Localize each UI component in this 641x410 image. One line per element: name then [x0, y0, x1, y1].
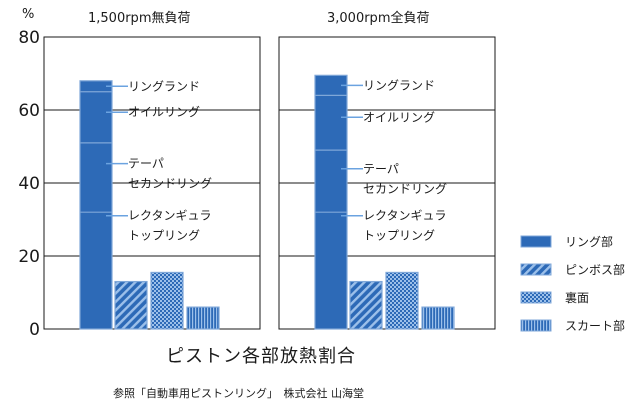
skirt-bar	[421, 306, 455, 330]
y-tick-label: 80	[18, 28, 40, 48]
panel-title-2: 3,000rpm全負荷	[327, 10, 429, 26]
legend-item: ピンボス部	[520, 262, 625, 277]
y-axis-unit: %	[22, 7, 34, 22]
legend-label: リング部	[565, 234, 613, 249]
y-tick-label: 60	[18, 101, 40, 121]
stack-label: テーパ	[363, 162, 399, 176]
pin-boss-bar	[114, 280, 148, 330]
stack-label: オイルリング	[363, 110, 435, 124]
stack-label: セカンドリング	[363, 182, 447, 196]
ring-stack-bar	[314, 74, 348, 330]
legend-swatch	[520, 319, 552, 332]
chart-title: ピストン各部放熱割合	[166, 346, 356, 367]
legend-swatch	[520, 235, 552, 248]
source-note: 参照「自動車用ピストンリング」 株式会社 山海堂	[113, 386, 364, 400]
stack-label: セカンドリング	[128, 177, 212, 191]
pin-boss-bar	[349, 280, 383, 330]
stack-label: トップリング	[128, 229, 200, 243]
ring-stack-bar	[79, 80, 113, 330]
y-tick-label: 40	[18, 174, 40, 194]
bars	[79, 74, 455, 330]
skirt-bar	[186, 306, 220, 330]
legend-item: スカート部	[520, 318, 625, 333]
panel-title-1: 1,500rpm無負荷	[88, 11, 190, 26]
legend-swatch	[520, 291, 552, 304]
stack-label: オイルリング	[128, 105, 200, 119]
legend-label: ピンボス部	[565, 262, 625, 277]
legend-label: スカート部	[565, 318, 625, 333]
legend-label: 裏面	[565, 290, 589, 305]
legend-item: リング部	[520, 234, 613, 249]
y-tick-label: 0	[29, 320, 40, 340]
stack-label: レクタンギュラ	[363, 209, 447, 223]
y-tick-label: 20	[18, 247, 40, 267]
stack-label: レクタンギュラ	[128, 209, 212, 223]
stack-label: テーパ	[128, 157, 164, 171]
back-face-bar	[385, 271, 419, 330]
y-tick-labels: 0 20 40 60 80	[18, 28, 40, 340]
stack-label: リングランド	[363, 78, 435, 92]
stack-label: リングランド	[128, 79, 200, 93]
legend-swatch	[520, 263, 552, 276]
stack-label: トップリング	[363, 229, 435, 243]
legend-item: 裏面	[520, 290, 589, 305]
stack-labels: リングランドオイルリングテーパセカンドリングレクタンギュラトップリングリングラン…	[106, 78, 447, 243]
back-face-bar	[150, 271, 184, 330]
